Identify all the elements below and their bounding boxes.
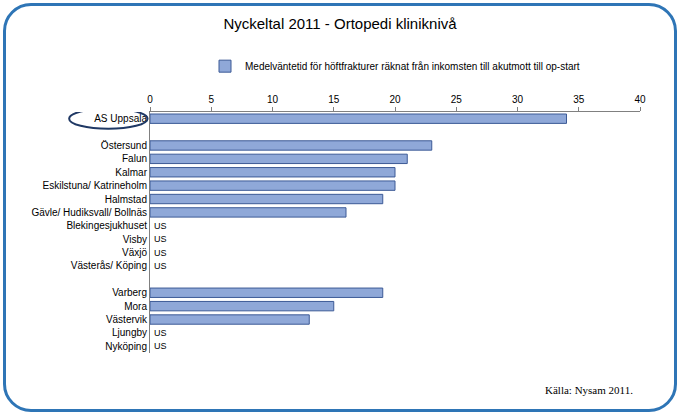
- svg-text:Gävle/ Hudiksvall/ Bollnäs: Gävle/ Hudiksvall/ Bollnäs: [31, 207, 147, 218]
- svg-text:30: 30: [512, 94, 524, 105]
- svg-text:5: 5: [208, 94, 214, 105]
- svg-text:Varberg: Varberg: [112, 287, 147, 298]
- svg-text:40: 40: [634, 94, 646, 105]
- svg-text:Nyckeltal 2011 - Ortopedi klin: Nyckeltal 2011 - Ortopedi kliniknivå: [223, 15, 457, 32]
- svg-text:Västervik: Västervik: [106, 314, 148, 325]
- svg-text:US: US: [154, 221, 167, 231]
- svg-text:Mora: Mora: [124, 301, 147, 312]
- svg-text:Växjö: Växjö: [122, 247, 147, 258]
- svg-text:25: 25: [451, 94, 463, 105]
- svg-text:Kalmar: Kalmar: [115, 167, 147, 178]
- svg-text:15: 15: [328, 94, 340, 105]
- svg-text:US: US: [154, 248, 167, 258]
- svg-text:Nyköping: Nyköping: [105, 341, 147, 352]
- svg-text:20: 20: [389, 94, 401, 105]
- svg-text:0: 0: [147, 94, 153, 105]
- svg-text:US: US: [154, 328, 167, 338]
- svg-text:Källa: Nysam 2011.: Källa: Nysam 2011.: [545, 384, 633, 396]
- svg-text:Ljungby: Ljungby: [112, 327, 147, 338]
- svg-text:10: 10: [267, 94, 279, 105]
- svg-text:Eskilstuna/ Katrineholm: Eskilstuna/ Katrineholm: [43, 180, 148, 191]
- svg-text:Blekingesjukhuset: Blekingesjukhuset: [66, 220, 147, 231]
- svg-text:US: US: [154, 261, 167, 271]
- svg-text:35: 35: [573, 94, 585, 105]
- svg-text:Visby: Visby: [123, 234, 147, 245]
- svg-text:Östersund: Östersund: [101, 140, 147, 151]
- svg-text:AS Uppsala: AS Uppsala: [94, 113, 147, 124]
- svg-text:Medelväntetid för höftfrakture: Medelväntetid för höftfrakturer räknat f…: [245, 61, 580, 72]
- svg-text:Västerås/ Köping: Västerås/ Köping: [71, 260, 147, 271]
- svg-text:Halmstad: Halmstad: [105, 194, 147, 205]
- svg-text:US: US: [154, 234, 167, 244]
- svg-text:Falun: Falun: [122, 153, 147, 164]
- svg-text:US: US: [154, 341, 167, 351]
